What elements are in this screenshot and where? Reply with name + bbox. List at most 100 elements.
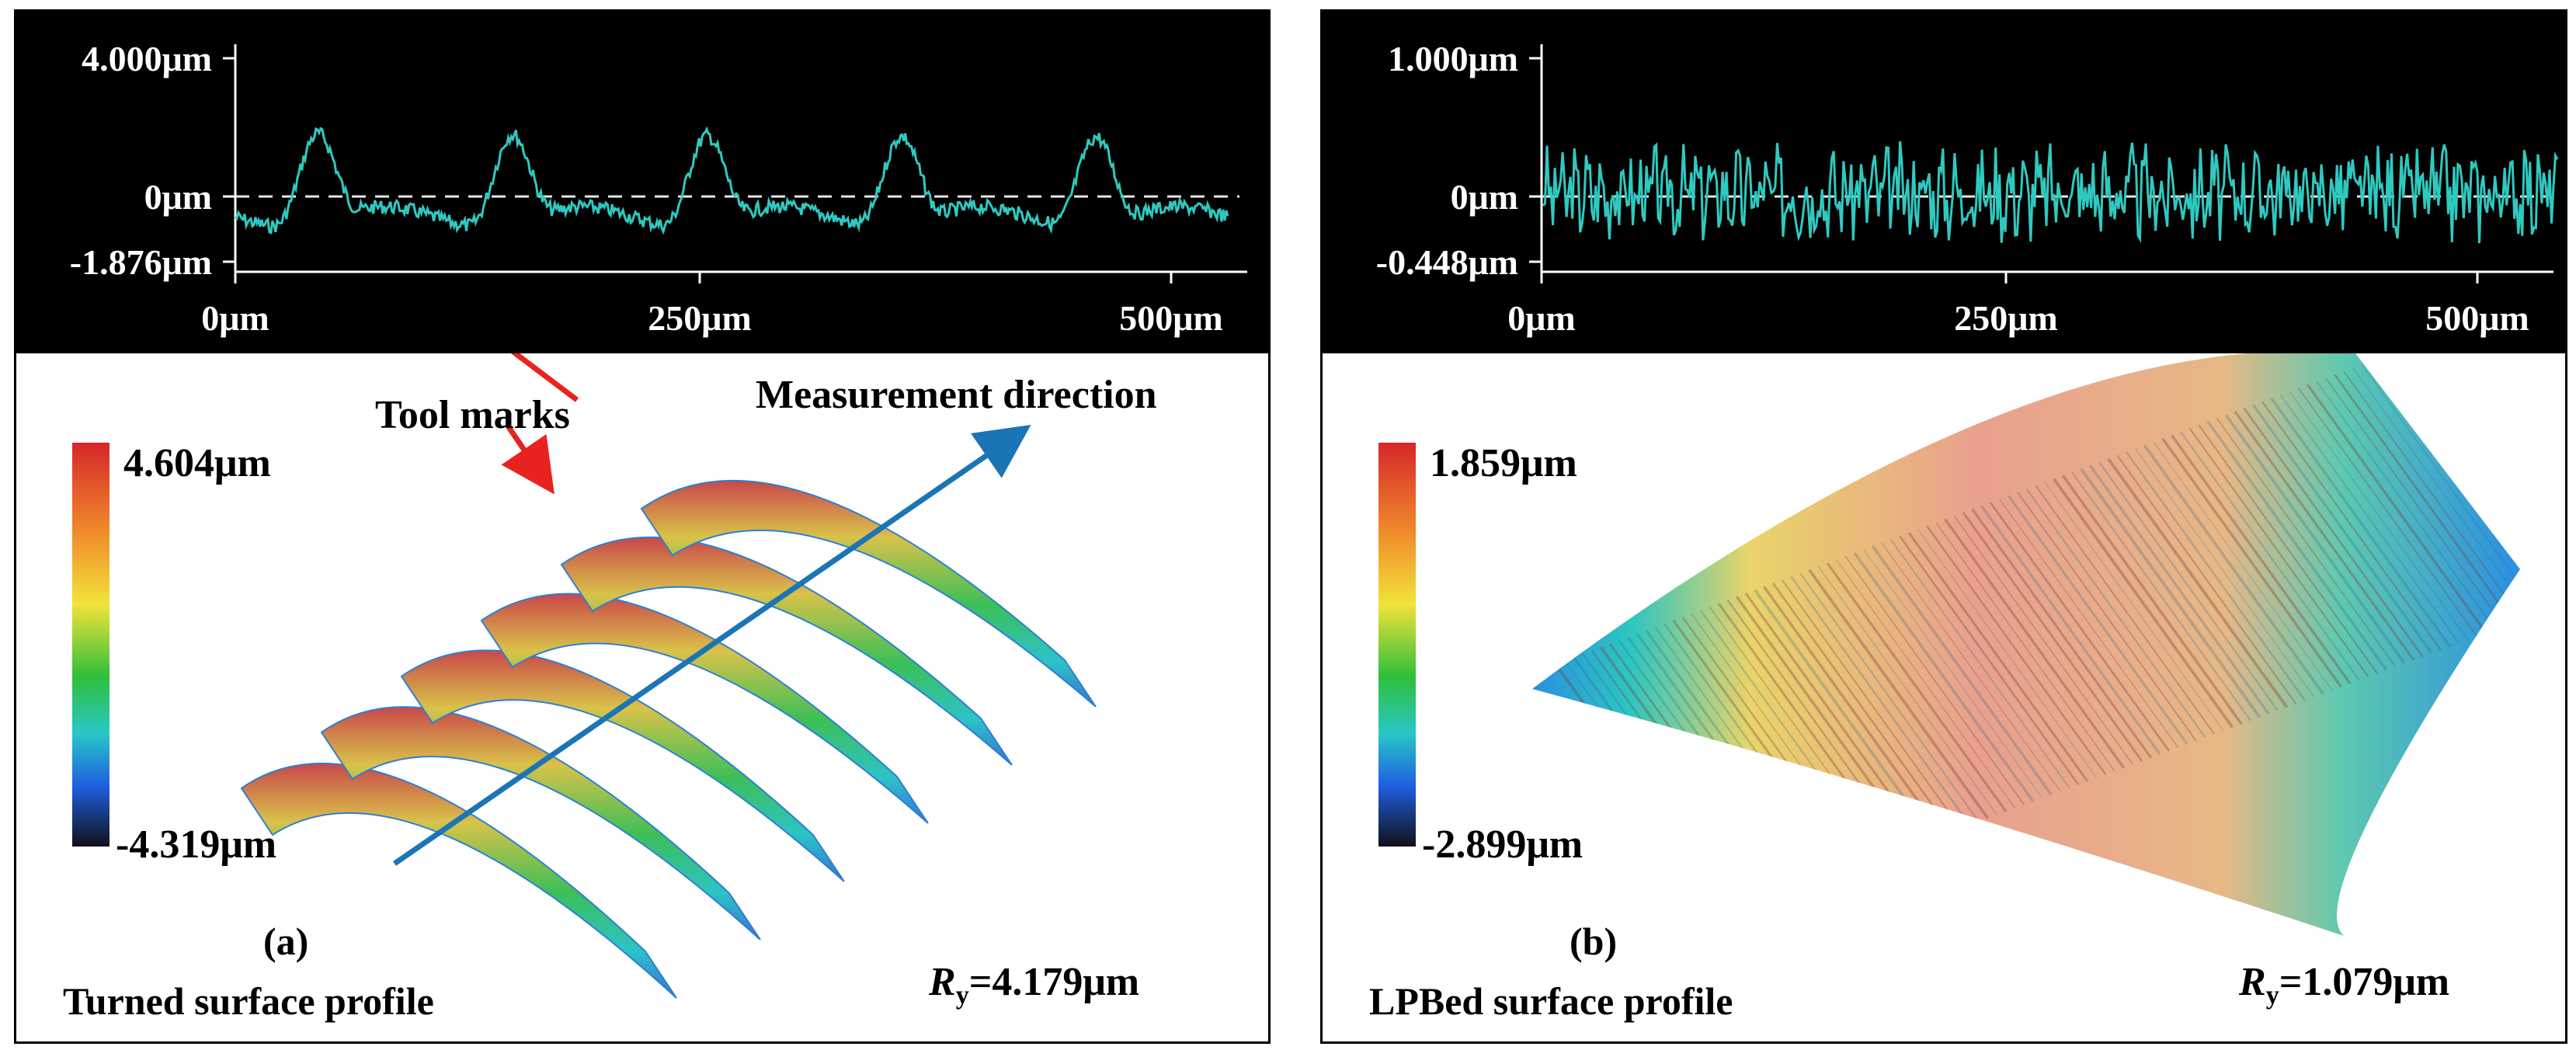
streak — [1781, 579, 1962, 829]
colorbar-max-a: 4.604μm — [123, 441, 271, 485]
measurement-direction-arrow — [393, 425, 1031, 866]
streak — [2071, 471, 2251, 721]
streak — [2343, 370, 2520, 621]
y-tick-b-1: 0μm — [1451, 177, 1518, 217]
streak — [2080, 468, 2261, 718]
streak — [1989, 502, 2171, 752]
profile-trace-a — [234, 126, 1229, 235]
lpbed-surface — [1532, 353, 2520, 936]
streak — [1844, 555, 2025, 805]
measurement-direction-label: Measurement direction — [756, 373, 1157, 417]
streak — [1917, 529, 2098, 779]
y-tick-a-1: 0μm — [144, 177, 212, 217]
streak — [1853, 551, 2035, 803]
streak — [2153, 441, 2333, 691]
streak — [1944, 518, 2126, 769]
streak — [1871, 545, 2053, 796]
profile-plot-b: 1.000μm 0μm -0.448μm 0μm 250μm 500μm — [1323, 12, 2565, 353]
streak — [2180, 431, 2360, 681]
streak — [2334, 374, 2515, 624]
streak — [2143, 444, 2324, 695]
streak — [2234, 411, 2415, 661]
subfig-label-a: (a) — [263, 920, 309, 963]
colorbar-min-b: -2.899μm — [1422, 822, 1583, 867]
ry-value-b: Ry=1.079μm — [2239, 960, 2450, 1010]
streak — [2216, 418, 2397, 668]
x-tick-a-0: 0μm — [201, 298, 269, 338]
x-tick-b-2: 500μm — [2425, 298, 2529, 338]
tool-marks-arrow-up — [510, 353, 579, 402]
streak — [2017, 492, 2197, 742]
title-b: LPBed surface profile — [1369, 979, 1733, 1023]
y-tick-a-0: 4.000μm — [82, 39, 212, 78]
streak — [2198, 424, 2379, 674]
streak — [2044, 482, 2224, 732]
y-tick-b-0: 1.000μm — [1388, 39, 1518, 78]
streak — [2206, 420, 2388, 672]
profile-svg-b: 1.000μm 0μm -0.448μm 0μm 250μm 500μm — [1376, 39, 2559, 338]
streak — [2107, 457, 2289, 708]
surface-3d-a: Tool marks Measurement direction — [240, 353, 1157, 999]
streak — [2261, 401, 2442, 651]
profile-trace-b — [1542, 141, 2559, 244]
streak — [2298, 388, 2478, 638]
streak — [2035, 485, 2216, 735]
streak — [2224, 414, 2406, 665]
panel-a: 4.000μm 0μm -1.876μm 0μm 250μm 500μm — [14, 9, 1271, 1044]
ridge — [640, 479, 1097, 708]
streak — [2289, 391, 2469, 641]
streak — [1799, 572, 1980, 822]
colorbar-b — [1378, 443, 1416, 847]
x-tick-a-2: 500μm — [1119, 298, 1222, 338]
streak — [1790, 575, 1971, 826]
streak — [1826, 562, 2008, 812]
streak — [2008, 495, 2188, 746]
streak — [1962, 512, 2143, 762]
streak — [1889, 539, 2070, 789]
streak — [2161, 437, 2343, 688]
streak — [1836, 559, 2016, 809]
streak — [1899, 535, 2080, 786]
streak — [2252, 404, 2433, 655]
streak — [2361, 363, 2520, 614]
streak — [1999, 499, 2179, 749]
streak — [2188, 428, 2369, 678]
streak — [1980, 505, 2161, 756]
streak — [2352, 367, 2520, 617]
streak — [2135, 448, 2315, 698]
streak — [1953, 515, 2133, 765]
streak — [2125, 451, 2307, 701]
title-a: Turned surface profile — [63, 979, 434, 1023]
profile-svg-a: 4.000μm 0μm -1.876μm 0μm 250μm 500μm — [70, 39, 1247, 338]
colorbar-a — [72, 443, 110, 847]
streak — [2061, 475, 2243, 725]
y-tick-a-2: -1.876μm — [70, 242, 212, 282]
colorbar-min-a: -4.319μm — [116, 822, 277, 867]
streak — [2325, 377, 2505, 628]
streak — [1817, 565, 1997, 815]
streak — [1926, 525, 2107, 776]
streak — [1808, 568, 1990, 819]
streak — [1935, 522, 2115, 772]
tool-marks-arrow-down — [501, 423, 554, 495]
tool-marks-label: Tool marks — [375, 393, 570, 437]
x-tick-b-0: 0μm — [1507, 298, 1575, 338]
streak — [2243, 407, 2424, 658]
streak — [2316, 381, 2496, 631]
streak — [2053, 478, 2234, 728]
streak — [2098, 461, 2279, 711]
x-tick-b-1: 250μm — [1954, 298, 2057, 338]
streak — [2170, 434, 2352, 685]
profile-plot-a: 4.000μm 0μm -1.876μm 0μm 250μm 500μm — [16, 12, 1268, 353]
streak — [2279, 394, 2460, 644]
streak — [2306, 384, 2487, 635]
y-tick-b-2: -0.448μm — [1376, 242, 1518, 282]
streak — [2270, 397, 2452, 648]
streak — [2088, 464, 2270, 715]
streak — [1863, 549, 2043, 799]
tool-mark-ridges — [240, 479, 1097, 999]
panel-b: 1.000μm 0μm -0.448μm 0μm 250μm 500μm — [1320, 9, 2567, 1044]
streak — [2025, 488, 2206, 739]
surface-streaks — [1554, 363, 2520, 914]
x-tick-a-1: 250μm — [648, 298, 751, 338]
